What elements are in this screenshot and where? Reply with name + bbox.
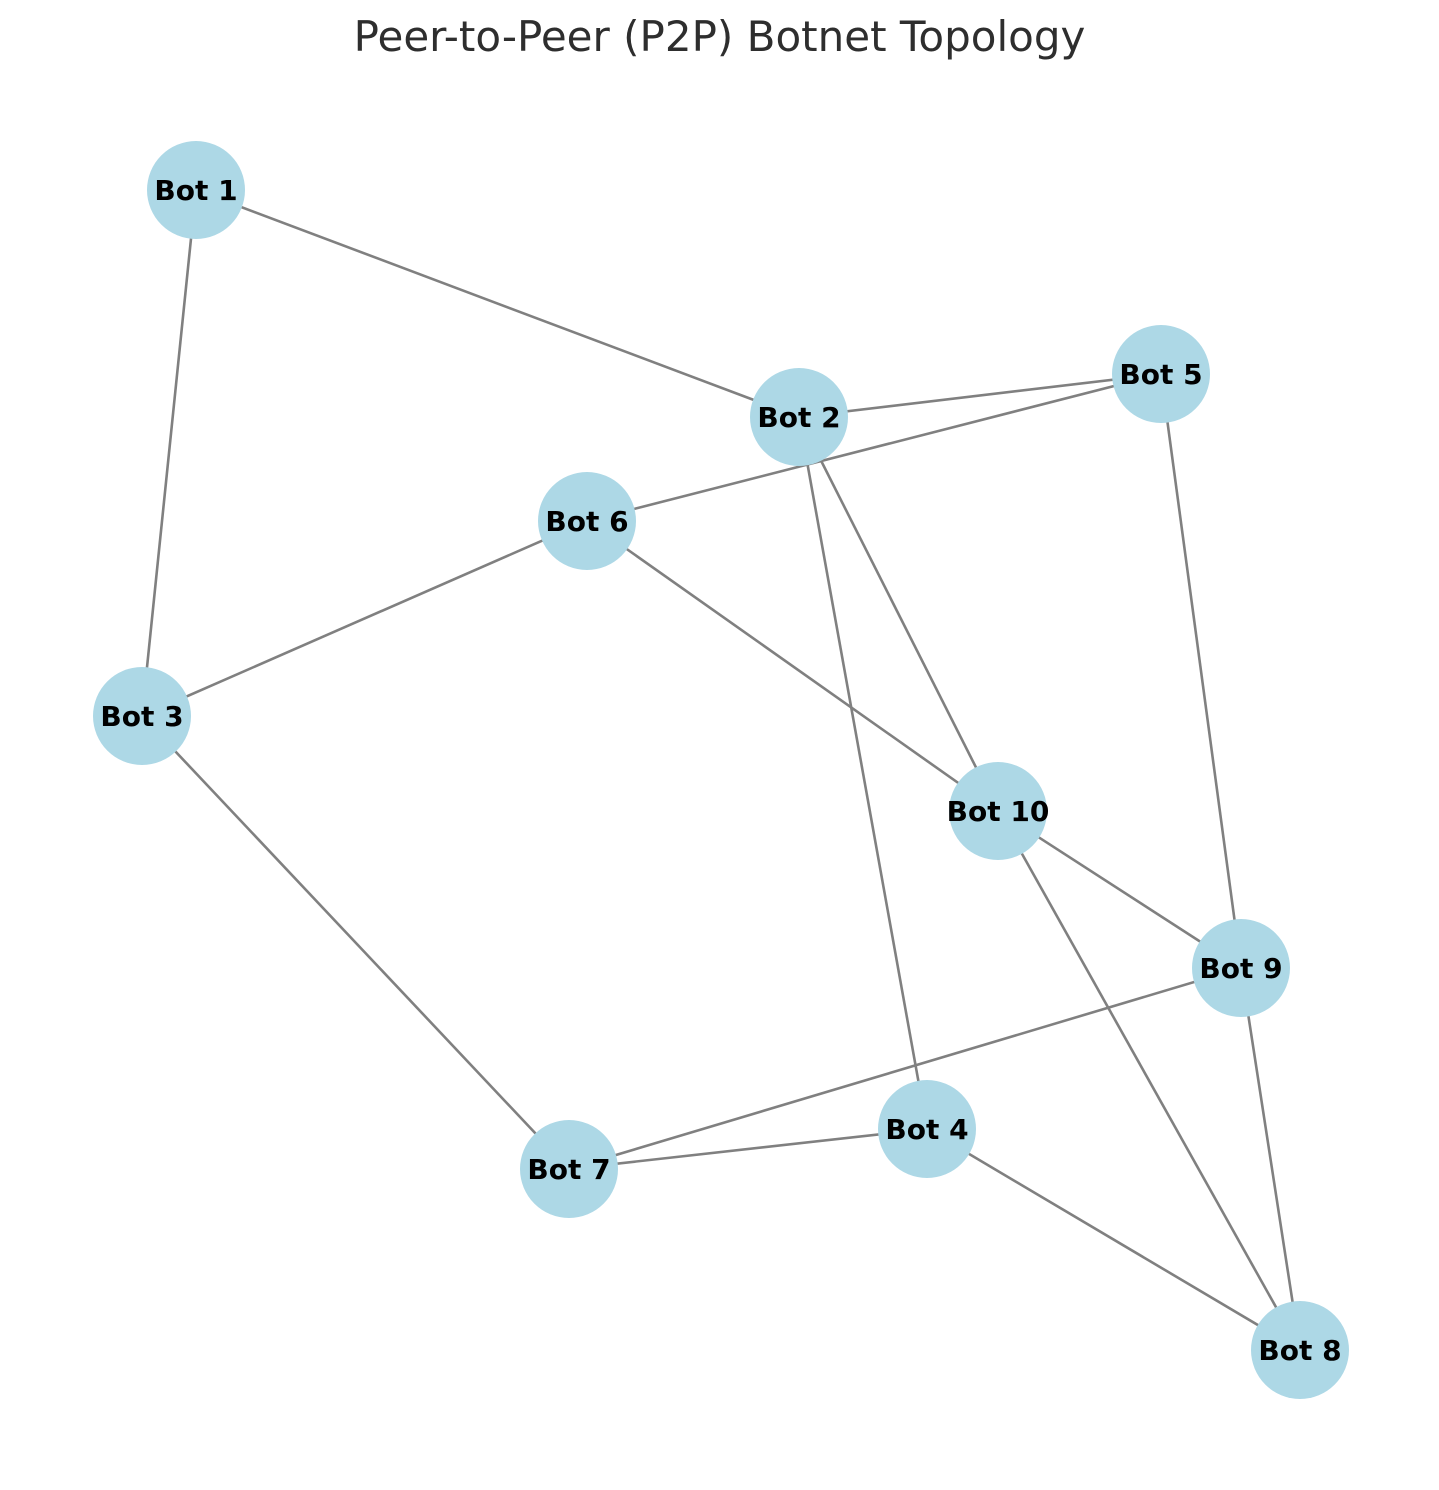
node-label-bot6: Bot 6 xyxy=(545,505,628,538)
node-bot10: Bot 10 xyxy=(947,762,1050,860)
node-label-bot2: Bot 2 xyxy=(757,401,840,434)
node-label-bot3: Bot 3 xyxy=(100,700,183,733)
edge-bot8-bot9 xyxy=(1239,967,1302,1351)
node-bot6: Bot 6 xyxy=(538,472,636,570)
node-bot3: Bot 3 xyxy=(93,667,191,765)
edge-bot4-bot8 xyxy=(926,1127,1301,1352)
edge-bot2-bot5 xyxy=(798,372,1162,419)
edge-bot5-bot9 xyxy=(1159,373,1243,969)
edge-bot1-bot2 xyxy=(195,188,800,419)
node-label-bot8: Bot 8 xyxy=(1258,1334,1341,1367)
node-circle-bot3 xyxy=(93,667,191,765)
node-bot8: Bot 8 xyxy=(1251,1301,1349,1399)
edge-bot3-bot6 xyxy=(141,519,588,718)
edge-bot8-bot10 xyxy=(996,810,1302,1351)
node-label-bot5: Bot 5 xyxy=(1119,358,1202,391)
node-circle-bot2 xyxy=(750,368,848,466)
node-label-bot9: Bot 9 xyxy=(1199,952,1282,985)
node-bot5: Bot 5 xyxy=(1112,325,1210,423)
edge-bot4-bot7 xyxy=(568,1127,928,1171)
node-bot1: Bot 1 xyxy=(147,141,245,239)
edge-bot6-bot10 xyxy=(586,519,999,813)
node-label-bot7: Bot 7 xyxy=(527,1153,610,1186)
edge-bot1-bot3 xyxy=(140,189,198,717)
node-circle-bot5 xyxy=(1112,325,1210,423)
edge-bot2-bot10 xyxy=(797,416,1000,812)
node-circle-bot4 xyxy=(878,1080,976,1178)
node-bot2: Bot 2 xyxy=(750,368,848,466)
node-circle-bot1 xyxy=(147,141,245,239)
node-circle-bot10 xyxy=(949,762,1047,860)
node-bot4: Bot 4 xyxy=(878,1080,976,1178)
node-circle-bot6 xyxy=(538,472,636,570)
node-label-bot1: Bot 1 xyxy=(154,174,237,207)
node-circle-bot9 xyxy=(1192,919,1290,1017)
node-label-bot4: Bot 4 xyxy=(885,1113,968,1146)
edge-bot3-bot7 xyxy=(141,715,570,1170)
node-circle-bot8 xyxy=(1251,1301,1349,1399)
node-label-bot10: Bot 10 xyxy=(947,795,1050,828)
node-bot9: Bot 9 xyxy=(1192,919,1290,1017)
node-circle-bot7 xyxy=(520,1120,618,1218)
edge-bot5-bot6 xyxy=(586,372,1162,523)
edge-bot7-bot9 xyxy=(568,966,1242,1171)
edge-bot2-bot4 xyxy=(797,416,929,1130)
figure-title: Peer-to-Peer (P2P) Botnet Topology xyxy=(353,12,1086,61)
node-bot7: Bot 7 xyxy=(520,1120,618,1218)
